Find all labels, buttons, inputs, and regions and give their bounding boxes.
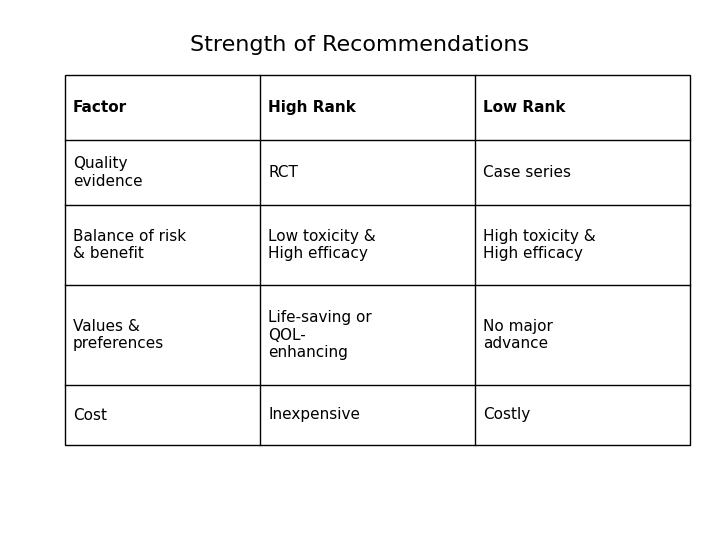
Text: Costly: Costly bbox=[483, 408, 530, 422]
Bar bbox=[65, 75, 690, 445]
Text: Inexpensive: Inexpensive bbox=[268, 408, 360, 422]
Text: Strength of Recommendations: Strength of Recommendations bbox=[190, 35, 530, 55]
Text: Quality
evidence: Quality evidence bbox=[73, 156, 143, 188]
Text: Cost: Cost bbox=[73, 408, 107, 422]
Text: No major
advance: No major advance bbox=[483, 319, 553, 351]
Text: High toxicity &
High efficacy: High toxicity & High efficacy bbox=[483, 229, 595, 261]
Text: Case series: Case series bbox=[483, 165, 571, 180]
Text: Low toxicity &
High efficacy: Low toxicity & High efficacy bbox=[268, 229, 376, 261]
Text: High Rank: High Rank bbox=[268, 100, 356, 115]
Text: RCT: RCT bbox=[268, 165, 298, 180]
Text: Balance of risk
& benefit: Balance of risk & benefit bbox=[73, 229, 186, 261]
Text: Low Rank: Low Rank bbox=[483, 100, 565, 115]
Text: Life-saving or
QOL-
enhancing: Life-saving or QOL- enhancing bbox=[268, 310, 372, 360]
Text: Values &
preferences: Values & preferences bbox=[73, 319, 164, 351]
Text: Factor: Factor bbox=[73, 100, 127, 115]
